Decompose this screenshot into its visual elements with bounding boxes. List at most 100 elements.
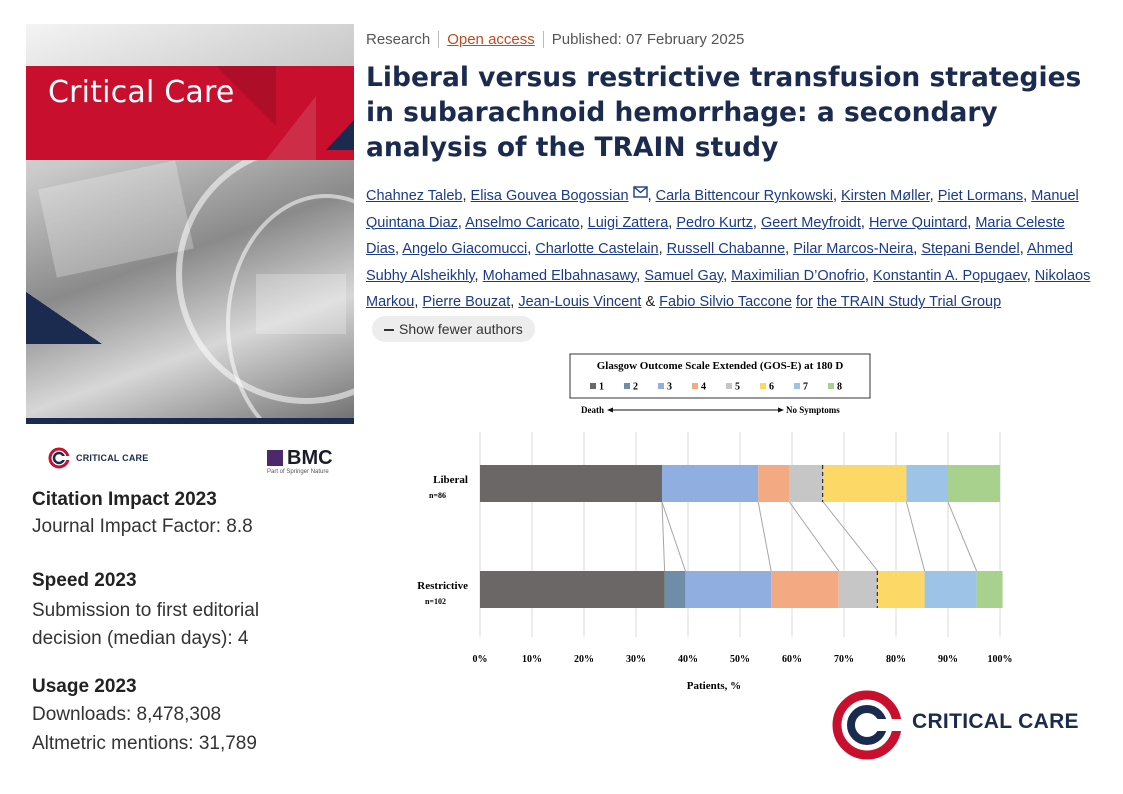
journal-cover[interactable]: Critical Care [26, 24, 354, 424]
author-link[interactable]: Ahmed Subhy Alsheikhly [366, 241, 1073, 284]
author-link[interactable]: Nikolaos Markou [366, 267, 1091, 311]
author-link[interactable]: Pilar Marcos-Neira [793, 241, 914, 257]
author-link[interactable]: Stepani Bendel [921, 241, 1020, 257]
cover-bottom-bar [26, 418, 354, 424]
author-link[interactable]: Herve Quintard [868, 214, 968, 231]
author-link[interactable]: Konstantin A. Popugaev [872, 267, 1027, 284]
article-meta: Research Open access Published: 07 Febru… [366, 31, 744, 48]
minus-icon [384, 328, 394, 331]
x-tick-label: 80% [886, 654, 906, 665]
legend-swatch [624, 383, 630, 389]
legend-swatch [590, 383, 596, 389]
speed-heading: Speed 2023 [32, 570, 137, 591]
scale-arrow-right [778, 407, 784, 413]
author-link[interactable]: Maria Celeste Dias [366, 214, 1065, 258]
author-link[interactable]: Russell Chabanne [666, 241, 786, 257]
bar-segment [823, 465, 907, 502]
speed-line-2: decision (median days): 4 [32, 628, 249, 649]
author-link[interactable]: Fabio Silvio Taccone [659, 294, 792, 310]
author-group-link[interactable]: for [795, 294, 813, 310]
critical-care-logo-icon [832, 690, 902, 760]
author-link[interactable]: Pedro Kurtz [676, 214, 753, 231]
x-axis-label: Patients, % [687, 680, 741, 692]
cover-navy-triangle-large [26, 292, 102, 344]
author-link[interactable]: Maximilian D’Onofrio [731, 267, 865, 284]
author-link[interactable]: Mohamed Elbahnasawy [482, 267, 637, 284]
x-tick-label: 60% [782, 654, 802, 665]
scale-left-label: Death [581, 405, 604, 415]
legend-swatch [794, 383, 800, 389]
bar-segment [685, 571, 772, 608]
critical-care-logo-large[interactable]: CRITICAL CARE [832, 690, 1082, 760]
citation-impact-heading: Citation Impact 2023 [32, 489, 217, 510]
author-link[interactable]: Pierre Bouzat [422, 294, 511, 310]
bar-segment [838, 571, 878, 608]
meta-divider [542, 31, 544, 48]
cover-navy-triangle [326, 120, 354, 150]
connector-line [757, 501, 772, 572]
bar-segment [664, 571, 686, 608]
x-tick-label: 20% [574, 654, 594, 665]
author-link[interactable]: Angelo Giacomucci [402, 241, 528, 257]
speed-line-1: Submission to first editorial [32, 600, 260, 621]
bmc-logo-text: BMC [287, 447, 333, 469]
scale-right-label: No Symptoms [786, 405, 840, 415]
bar-segment [662, 465, 759, 502]
connector-line [822, 501, 879, 572]
open-access-link[interactable]: Open access [447, 31, 535, 48]
x-tick-label: 70% [834, 654, 854, 665]
x-tick-label: 90% [938, 654, 958, 665]
bar-segment [924, 571, 977, 608]
cover-photo-detail [256, 274, 346, 334]
connector-line [905, 501, 926, 572]
bar-segments [480, 465, 1003, 608]
author-link[interactable]: Anselmo Caricato [465, 214, 580, 231]
author-link[interactable]: Samuel Gay [644, 267, 724, 284]
author-list: Chahnez Taleb, Elisa Gouvea Bogossian , … [366, 183, 1096, 342]
scale-arrow-left [607, 407, 613, 413]
author-link[interactable]: Jean-Louis Vincent [518, 294, 642, 310]
author-link[interactable]: Luigi Zattera [587, 214, 669, 231]
author-group-link[interactable]: the TRAIN Study Trial Group [816, 294, 1002, 310]
x-tick-label: 10% [522, 654, 542, 665]
legend-label: 2 [633, 382, 638, 393]
author-link[interactable]: Manuel Quintana Diaz [366, 188, 1079, 231]
legend-label: 7 [803, 382, 808, 393]
cover-decor [216, 66, 276, 126]
bar-segment [906, 465, 948, 502]
category-labels: Liberal n=86 Restrictive n=102 [417, 474, 468, 606]
article-title: Liberal versus restrictive transfusion s… [366, 62, 1082, 163]
altmetric-text[interactable]: Altmetric mentions: 31,789 [32, 733, 257, 754]
show-fewer-label: Show fewer authors [399, 320, 523, 337]
category-label: Liberal [433, 474, 468, 486]
legend: 1 2 3 4 5 6 7 8 [590, 382, 842, 393]
legend-box [569, 353, 871, 399]
legend-swatch [658, 383, 664, 389]
downloads-text: Downloads: 8,478,308 [32, 704, 222, 725]
show-fewer-authors-button[interactable]: Show fewer authors [372, 315, 535, 342]
author-link[interactable]: Chahnez Taleb [366, 188, 463, 204]
author-link[interactable]: Piet Lormans [937, 188, 1024, 204]
usage-heading: Usage 2023 [32, 676, 137, 697]
cover-journal-title: Critical Care [48, 75, 235, 110]
critical-care-logo-text: CRITICAL CARE [912, 710, 1079, 733]
x-tick-labels: 0% 10% 20% 30% 40% 50% 60% 70% 80% 90% 100% [473, 654, 1013, 665]
legend-label: 5 [735, 382, 740, 393]
critical-care-logo-small[interactable]: CRITICAL CARE [48, 447, 148, 469]
author-link[interactable]: Carla Bittencour Rynkowski [655, 188, 833, 204]
x-tick-label: 40% [678, 654, 698, 665]
meta-divider [438, 31, 440, 48]
connector-lines [661, 501, 978, 572]
connector-line [947, 501, 978, 572]
x-tick-label: 50% [730, 654, 750, 665]
author-link[interactable]: Charlotte Castelain [535, 241, 659, 257]
article-type: Research [366, 31, 431, 48]
bar-segment [948, 465, 1000, 502]
gose-stacked-bar-chart: Glasgow Outcome Scale Extended (GOS-E) a… [417, 353, 1013, 692]
author-link[interactable]: Kirsten Møller [841, 188, 930, 204]
mail-icon[interactable] [632, 186, 648, 198]
published-date: Published: 07 February 2025 [551, 31, 745, 48]
author-link[interactable]: Geert Meyfroidt [760, 214, 861, 231]
author-link[interactable]: Elisa Gouvea Bogossian [470, 188, 629, 204]
impact-factor-text[interactable]: Journal Impact Factor: 8.8 [32, 516, 253, 537]
